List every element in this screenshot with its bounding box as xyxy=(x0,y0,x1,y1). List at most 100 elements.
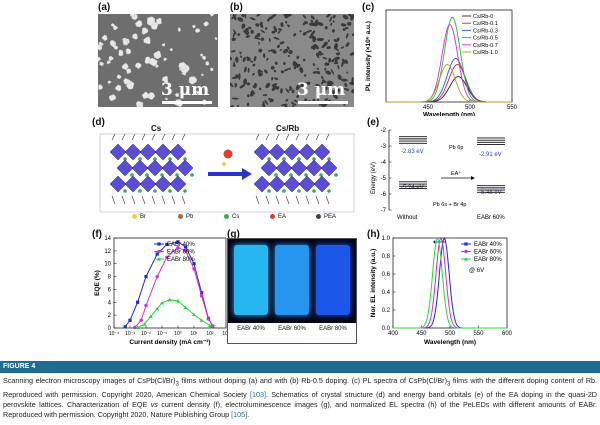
film-pore xyxy=(324,67,327,71)
y-axis-label: EQE (%) xyxy=(94,270,101,296)
film-pore xyxy=(317,22,324,27)
el-image-eabr80 xyxy=(316,245,350,315)
film-pore xyxy=(274,61,278,65)
caption-reference[interactable]: [103] xyxy=(249,389,266,399)
film-pore xyxy=(293,103,297,106)
crystal-grain xyxy=(126,68,132,75)
film-pore xyxy=(346,71,349,74)
pea-molecule xyxy=(325,133,330,141)
y-tick-label: 8 xyxy=(108,275,112,281)
legend-label: Cs/Rb-0 xyxy=(473,14,493,20)
x-tick-label: 10⁻¹ xyxy=(157,331,167,337)
x-tick-label: 450 xyxy=(423,105,434,111)
csrb-structure-title: Cs/Rb xyxy=(276,124,300,133)
crystal-grain xyxy=(201,55,207,61)
cs-ion xyxy=(267,157,271,161)
film-pore xyxy=(230,82,234,87)
pbbr6-octahedron xyxy=(320,159,338,177)
film-pore xyxy=(351,89,354,94)
eqe-point xyxy=(200,291,204,295)
film-pore xyxy=(242,56,246,63)
crystal-grain xyxy=(106,60,112,65)
energy-tick-label: -6 xyxy=(381,192,387,198)
crystal-grain xyxy=(195,90,200,95)
eabr60-label: EABr 60% xyxy=(477,215,505,221)
film-pore xyxy=(335,88,338,90)
y-tick-label: 0.4 xyxy=(382,290,391,296)
film-pore xyxy=(344,83,348,87)
x-tick-label: 10³ xyxy=(222,331,230,337)
panel-label-g: (g) xyxy=(227,229,240,240)
scale-bar-label: 3 μm xyxy=(161,80,210,100)
cs-ion xyxy=(168,157,172,161)
film-pore xyxy=(252,63,256,67)
plot-frame xyxy=(113,237,227,329)
cs-structure-title: Cs xyxy=(151,124,162,133)
crystal-grain xyxy=(177,27,182,32)
pbbr6-octahedron xyxy=(176,159,194,177)
eqe-point xyxy=(192,262,196,266)
film-pore xyxy=(285,20,288,24)
film-pore xyxy=(332,20,335,23)
caption-text: films with the different doping content … xyxy=(3,376,598,399)
legend-label: Cs xyxy=(232,214,240,221)
caption-reference[interactable]: [105] xyxy=(231,409,248,419)
eqe-point xyxy=(160,300,164,305)
film-pore xyxy=(331,58,335,63)
caption-text: films without doping (a) and with (b) Rb… xyxy=(178,376,447,385)
pea-molecule xyxy=(131,195,136,205)
cs-ion xyxy=(327,189,331,193)
film-pore xyxy=(280,88,283,94)
cs-ion xyxy=(282,189,286,193)
cs-ion xyxy=(138,157,142,161)
film-pore xyxy=(253,55,257,62)
film-pore xyxy=(245,35,250,38)
film-pore xyxy=(258,41,260,45)
pbbr6-octahedron xyxy=(253,143,271,161)
film-pore xyxy=(286,24,291,28)
film-pore xyxy=(302,58,306,62)
film-pore xyxy=(279,41,285,45)
pea-molecule xyxy=(141,133,146,141)
film-pore xyxy=(266,57,269,61)
film-pore xyxy=(262,103,266,107)
pbbr6-octahedron xyxy=(290,159,308,177)
crystal-grain xyxy=(174,92,180,98)
pea-molecule xyxy=(275,133,280,141)
crystal-grain xyxy=(155,64,159,69)
caption-text: current density (f), electroluminescence… xyxy=(3,399,597,419)
energy-tick-label: -3 xyxy=(381,144,387,150)
pea-molecule xyxy=(111,195,116,205)
legend-label: Br xyxy=(140,214,146,221)
without-label: Without xyxy=(397,215,418,221)
film-pore xyxy=(310,19,313,23)
caption-text: 3 xyxy=(446,381,451,388)
el-label-eabr80: EABr 80% xyxy=(319,326,347,332)
pea-molecule xyxy=(141,195,146,205)
pea-molecule xyxy=(111,133,116,141)
film-pore xyxy=(267,16,271,22)
pea-molecule xyxy=(161,133,166,141)
ea-cation xyxy=(223,149,233,159)
film-pore xyxy=(237,33,241,37)
pea-molecule xyxy=(121,133,126,141)
film-pore xyxy=(305,30,313,33)
ea-arrow-head xyxy=(471,176,475,180)
eqe-point xyxy=(208,323,212,328)
film-pore xyxy=(268,49,271,52)
film-pore xyxy=(341,87,344,90)
x-tick-label: 550 xyxy=(507,105,518,111)
cs-ion xyxy=(312,189,316,193)
eqe-point xyxy=(136,300,140,304)
film-pore xyxy=(271,83,278,87)
crystal-grain xyxy=(122,39,129,45)
csrb-lattice xyxy=(253,133,338,205)
film-pore xyxy=(276,44,280,49)
film-pore xyxy=(241,23,246,29)
film-pore xyxy=(260,70,263,73)
legend-label: Cs/Rb-0.7 xyxy=(473,43,498,49)
film-pore xyxy=(234,83,238,87)
film-pore xyxy=(246,102,250,107)
film-pore xyxy=(341,58,346,64)
legend-dot xyxy=(270,214,275,219)
